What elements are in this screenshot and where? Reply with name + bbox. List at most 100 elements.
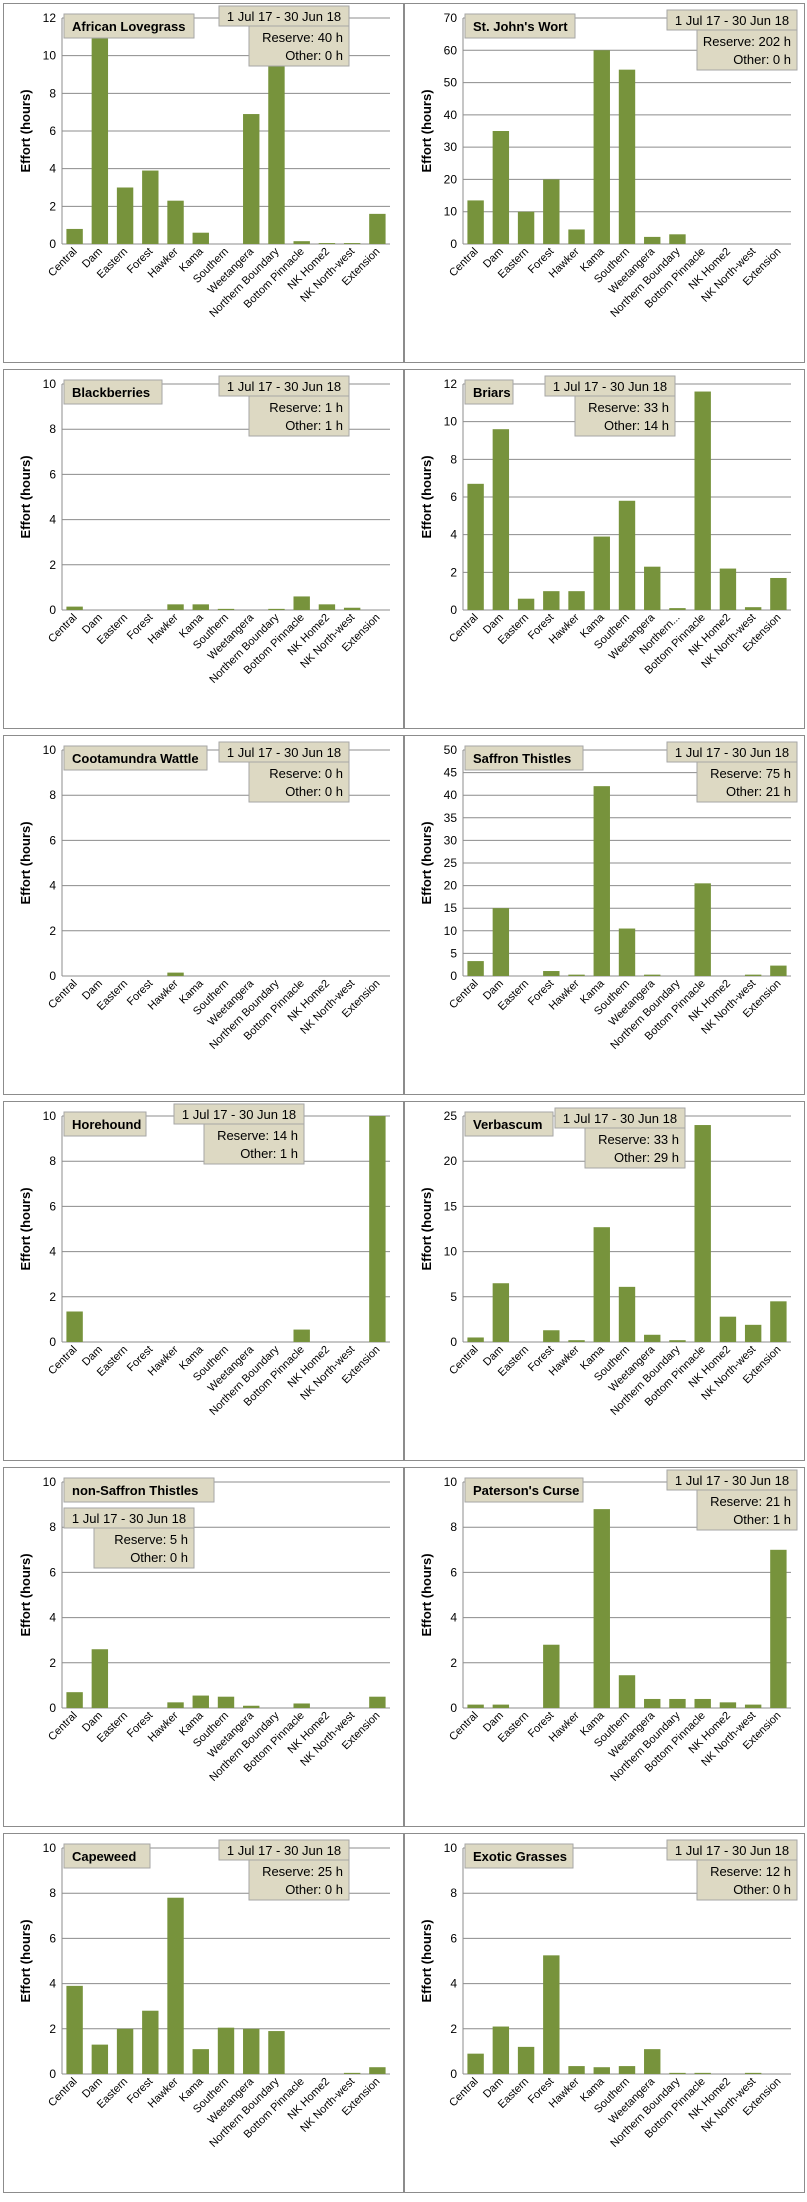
bar <box>369 213 386 244</box>
bar <box>318 243 336 244</box>
bar <box>66 1985 83 2074</box>
bar <box>492 908 510 976</box>
bar <box>593 536 610 610</box>
y-tick-label: 0 <box>49 603 56 617</box>
totals-box <box>248 25 350 67</box>
y-tick-label: 30 <box>444 833 458 847</box>
y-tick-label: 2 <box>450 1656 457 1670</box>
y-axis-label: Effort (hours) <box>419 1187 434 1270</box>
bar <box>66 1311 83 1342</box>
other-total: Other: 0 h <box>733 1882 791 1897</box>
y-tick-label: 10 <box>43 49 57 63</box>
y-axis-label: Effort (hours) <box>18 1553 33 1636</box>
bar <box>467 2053 484 2074</box>
bar <box>593 1227 610 1342</box>
bar <box>744 974 762 976</box>
bar <box>243 114 260 244</box>
chart-panel: 0 5 10 15 20 25 30 35 40 45 50 Effort (hours) Centra… <box>404 735 805 1095</box>
y-tick-label: 0 <box>450 2067 457 2081</box>
chart-title-box <box>63 13 195 39</box>
y-axis-label: Effort (hours) <box>419 89 434 172</box>
y-tick-label: 0 <box>450 969 457 983</box>
chart-panel: 0 2 4 6 8 10 Effort (hours) Central Dam Eastern Fo… <box>3 369 404 729</box>
period-label: 1 Jul 17 - 30 Jun 18 <box>675 13 789 28</box>
y-tick-label: 35 <box>444 811 458 825</box>
bar <box>543 971 560 976</box>
bar <box>644 1698 661 1708</box>
bar <box>694 1698 711 1708</box>
y-tick-label: 0 <box>450 1335 457 1349</box>
bar <box>770 1549 787 1708</box>
y-tick-label: 4 <box>450 1611 457 1625</box>
chart-title-box <box>464 379 514 405</box>
chart-title: Cootamundra Wattle <box>72 751 199 766</box>
y-tick-label: 10 <box>43 1475 57 1489</box>
bar <box>719 1316 737 1342</box>
y-tick-label: 8 <box>49 788 56 802</box>
y-tick-label: 20 <box>444 172 458 186</box>
chart-title-box <box>63 1477 215 1503</box>
y-tick-label: 2 <box>49 199 56 213</box>
y-tick-label: 2 <box>49 558 56 572</box>
other-total: Other: 0 h <box>130 1550 188 1565</box>
y-tick-label: 2 <box>450 2022 457 2036</box>
bar <box>644 566 661 610</box>
bar <box>66 228 83 244</box>
bar <box>770 965 787 976</box>
bar <box>293 1703 310 1708</box>
other-total: Other: 21 h <box>726 784 791 799</box>
bar <box>116 2028 134 2074</box>
period-label: 1 Jul 17 - 30 Jun 18 <box>563 1111 677 1126</box>
chart-panel: 0 2 4 6 8 10 Effort (hours) Central Dam Eastern Fo… <box>404 1467 805 1827</box>
bar <box>243 1705 260 1708</box>
bar <box>593 2067 610 2074</box>
bar <box>192 1695 209 1708</box>
bar <box>492 1704 510 1708</box>
bar <box>268 608 285 610</box>
bar <box>492 2026 510 2074</box>
bar <box>644 236 661 244</box>
y-tick-label: 6 <box>450 490 457 504</box>
y-tick-label: 2 <box>450 565 457 579</box>
y-tick-label: 8 <box>450 1886 457 1900</box>
bar <box>669 2072 686 2074</box>
period-label: 1 Jul 17 - 30 Jun 18 <box>675 1843 789 1858</box>
y-tick-label: 6 <box>49 1199 56 1213</box>
bar <box>268 2031 285 2074</box>
chart-title: African Lovegrass <box>72 19 185 34</box>
bar <box>467 1337 484 1342</box>
bar <box>517 211 535 244</box>
bar <box>167 200 184 244</box>
bar <box>770 577 787 610</box>
y-axis-label: Effort (hours) <box>18 455 33 538</box>
bar <box>343 243 361 244</box>
bar <box>568 229 585 244</box>
y-tick-label: 10 <box>444 205 458 219</box>
totals-box <box>574 395 676 437</box>
bar <box>669 608 686 610</box>
period-label: 1 Jul 17 - 30 Jun 18 <box>227 745 341 760</box>
y-tick-label: 2 <box>49 1290 56 1304</box>
totals-box <box>696 1489 798 1531</box>
y-tick-label: 6 <box>49 1565 56 1579</box>
y-tick-label: 4 <box>49 1977 56 1991</box>
totals-box <box>696 1859 798 1901</box>
bar <box>192 604 209 610</box>
y-tick-label: 2 <box>49 924 56 938</box>
bar <box>593 786 610 976</box>
bar <box>167 972 184 976</box>
other-total: Other: 0 h <box>285 48 343 63</box>
chart-panel: 0 2 4 6 8 10 12 Effort (hours) Central Dam Eastern… <box>404 369 805 729</box>
bar <box>744 607 762 610</box>
y-tick-label: 4 <box>49 879 56 893</box>
chart-panel: 0 2 4 6 8 10 Effort (hours) Central Dam Eastern Fo… <box>3 1833 404 2193</box>
bar <box>568 591 585 610</box>
chart-title-box <box>464 1843 574 1869</box>
bar <box>568 974 585 976</box>
bar <box>492 131 510 244</box>
bar <box>694 883 711 976</box>
